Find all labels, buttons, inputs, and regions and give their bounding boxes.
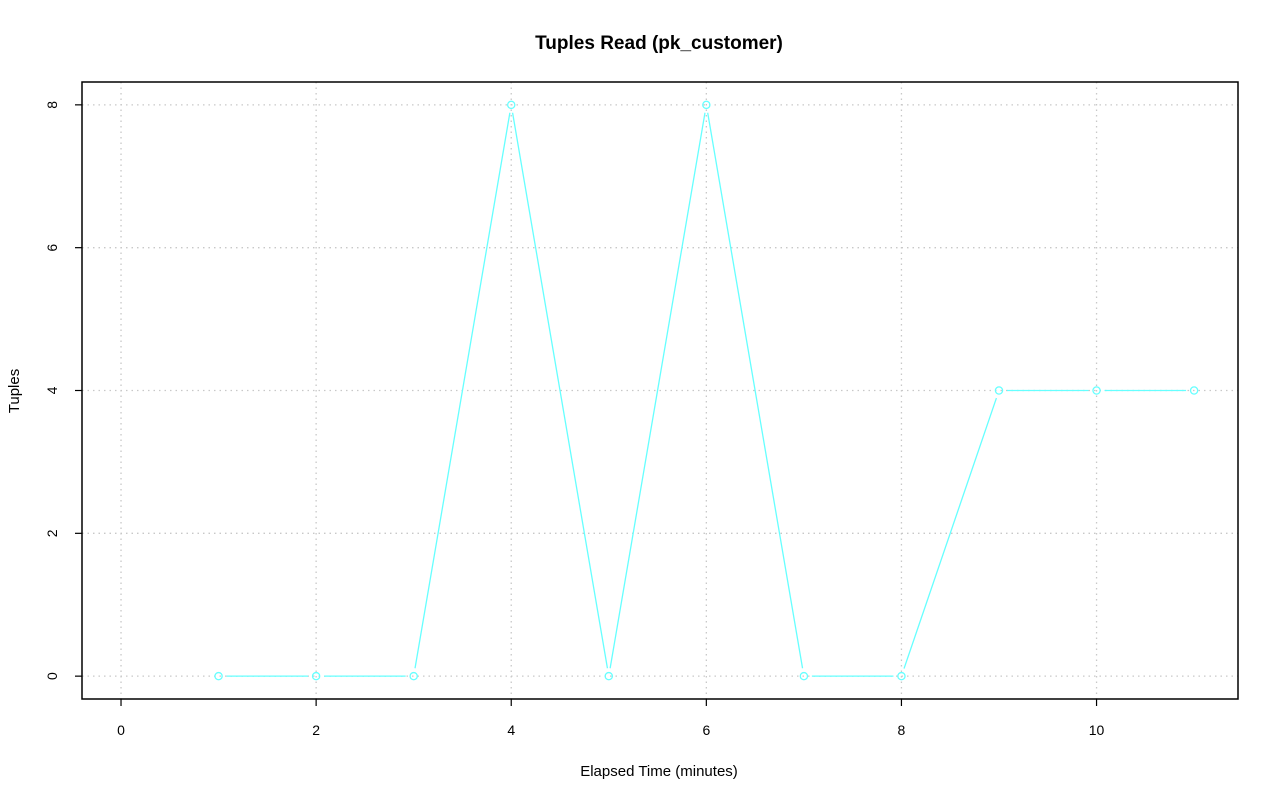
x-tick-label: 10 xyxy=(1089,722,1105,738)
x-tick-label: 8 xyxy=(898,722,906,738)
y-tick-label: 2 xyxy=(44,529,60,537)
y-tick-label: 6 xyxy=(44,244,60,252)
y-tick-label: 8 xyxy=(44,101,60,109)
y-axis: 0 2 4 6 8 xyxy=(44,101,82,680)
series-layer xyxy=(214,100,1199,681)
series-line-segment xyxy=(903,397,998,669)
data-point xyxy=(409,671,418,681)
x-tick-label: 4 xyxy=(507,722,515,738)
data-point xyxy=(604,671,614,681)
data-point xyxy=(311,671,321,681)
y-axis-label: Tuples xyxy=(6,369,23,413)
x-axis-label: Elapsed Time (minutes) xyxy=(580,763,738,780)
data-point xyxy=(799,671,809,681)
series-line-segment xyxy=(414,112,511,669)
x-tick-label: 0 xyxy=(117,722,125,738)
y-tick-label: 0 xyxy=(44,672,60,680)
x-axis: 0 2 4 6 8 10 xyxy=(117,699,1105,738)
data-point xyxy=(506,100,516,110)
x-tick-label: 2 xyxy=(312,722,320,738)
y-tick-label: 4 xyxy=(44,386,60,394)
x-tick-label: 6 xyxy=(702,722,710,738)
data-point xyxy=(897,671,906,681)
chart-title: Tuples Read (pk_customer) xyxy=(535,33,783,54)
data-point xyxy=(1092,386,1101,395)
data-point xyxy=(994,386,1004,395)
data-point xyxy=(702,100,711,110)
data-point xyxy=(214,671,223,681)
series-line-segment xyxy=(707,112,804,669)
series-line-segment xyxy=(609,112,706,669)
data-point xyxy=(1189,386,1199,395)
series-line-segment xyxy=(511,112,609,669)
